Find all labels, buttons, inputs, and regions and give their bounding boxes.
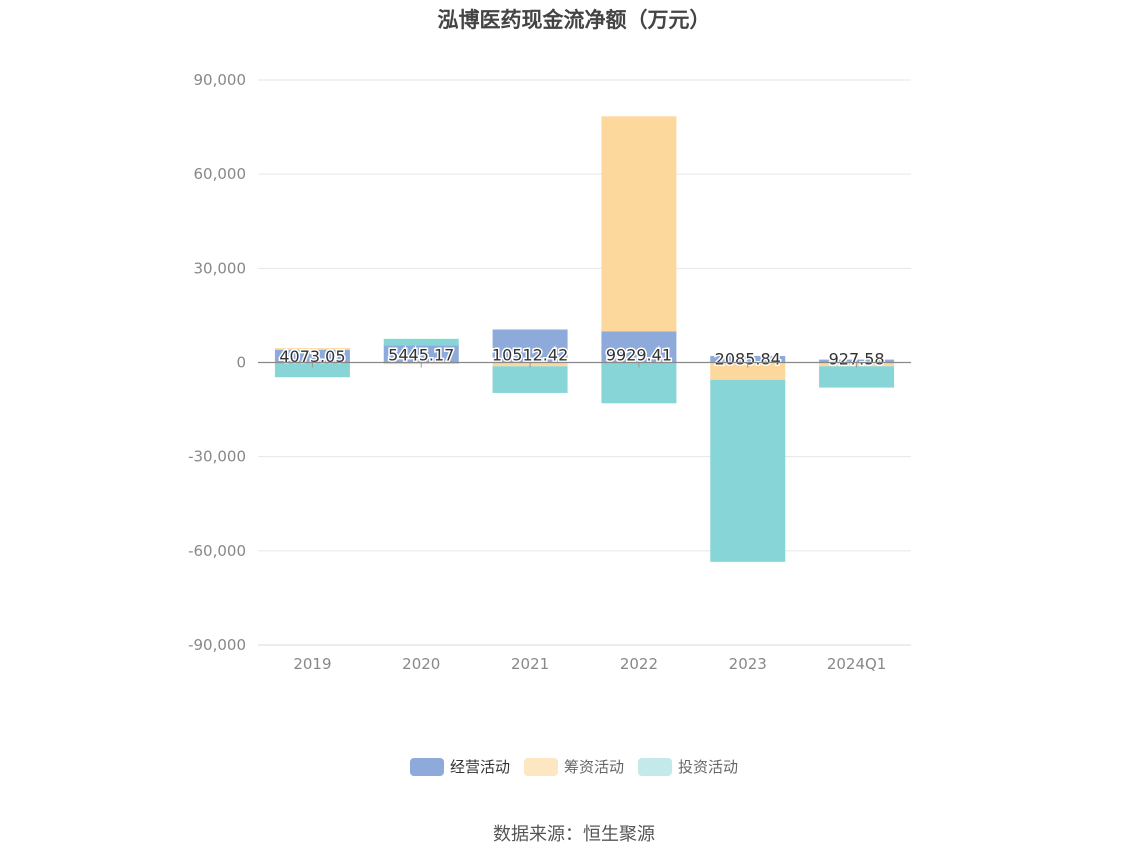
- x-tick-label: 2020: [402, 655, 440, 673]
- data-label-operating-2020: 5445.17: [388, 346, 454, 365]
- y-tick-label: 90,000: [194, 71, 247, 89]
- legend-item-investing[interactable]: 投资活动: [638, 756, 738, 777]
- bar-layer: [274, 116, 895, 562]
- legend-item-operating[interactable]: 经营活动: [409, 756, 510, 777]
- y-tick-label: 30,000: [194, 259, 247, 277]
- bar-2021-series-0[interactable]: [492, 329, 568, 363]
- source-note: 数据来源：恒生聚源: [493, 824, 655, 845]
- x-tick-label: 2023: [729, 655, 767, 673]
- bar-2020-series-0[interactable]: [383, 345, 459, 363]
- data-label-operating-2021: 10512.42: [492, 346, 568, 365]
- bar-2020-series-2[interactable]: [383, 338, 459, 346]
- bar-2023-series-0[interactable]: [710, 355, 786, 363]
- bar-2023-series-2[interactable]: [710, 379, 786, 562]
- bar-2019-series-2[interactable]: [274, 362, 350, 378]
- legend-label-investing: 投资活动: [678, 758, 739, 776]
- bar-2024Q1-series-0[interactable]: [819, 359, 895, 363]
- bar-2024Q1-series-2[interactable]: [819, 366, 895, 388]
- y-tick-label: -60,000: [188, 542, 246, 560]
- bar-2022-series-0[interactable]: [601, 331, 677, 363]
- legend-swatch-financing: [523, 757, 558, 776]
- data-label-operating-2023: 2085.84: [715, 350, 781, 369]
- bar-2019-series-0[interactable]: [274, 349, 350, 363]
- data-label-operating-2022: 9929.41: [606, 346, 672, 365]
- bar-2022-series-1[interactable]: [601, 116, 677, 332]
- y-tick-label: 60,000: [194, 165, 247, 183]
- y-tick-label: -90,000: [188, 636, 246, 654]
- legend-label-operating: 经营活动: [449, 758, 510, 776]
- y-tick-label: 0: [236, 354, 246, 372]
- legend-swatch-investing: [638, 757, 672, 776]
- y-tick-label: -30,000: [188, 448, 246, 466]
- legend-item-financing[interactable]: 筹资活动: [523, 756, 624, 777]
- legend-swatch-operating: [409, 757, 444, 776]
- legend-label-financing: 筹资活动: [563, 758, 624, 776]
- x-tick-label: 2021: [511, 655, 549, 673]
- label-layer: 4073.05 5445.17 10512.42 9929.41 2085.84 927.…: [278, 344, 886, 370]
- x-tick-label: 2024Q1: [827, 655, 887, 673]
- data-label-operating-2024Q1: 927.58: [829, 350, 885, 369]
- axis-layer: 90,000 60,000 30,000 0 -30,000 -60,000 -90,000…: [188, 71, 911, 673]
- x-tick-label: 2022: [620, 655, 658, 673]
- bar-2023-series-1[interactable]: [710, 362, 786, 380]
- chart-title: 泓博医药现金流净额（万元）: [437, 8, 711, 32]
- bar-2022-series-2[interactable]: [601, 362, 677, 404]
- bar-2019-series-1[interactable]: [274, 348, 350, 350]
- legend: 经营活动 筹资活动 投资活动: [0, 756, 1148, 777]
- x-tick-label: 2019: [293, 655, 331, 673]
- bar-2021-series-2[interactable]: [492, 366, 568, 393]
